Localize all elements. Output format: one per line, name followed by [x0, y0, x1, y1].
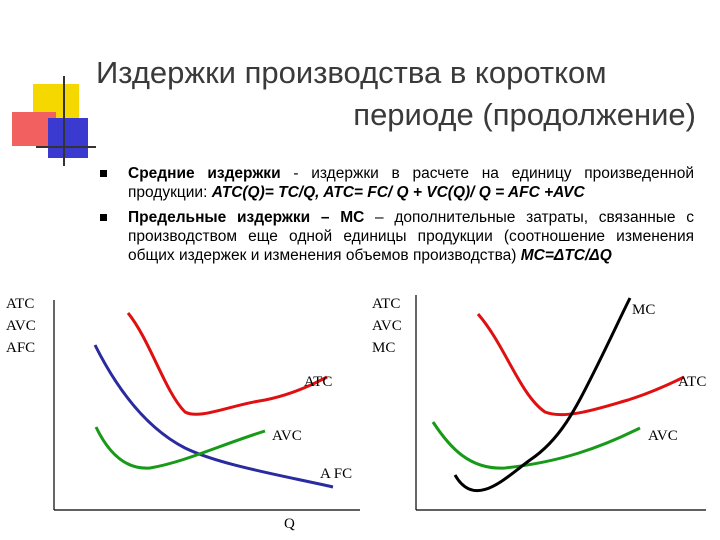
- left-x-label-q: Q: [284, 516, 295, 532]
- bullet-text: - издержки в расчете на единицу произвед…: [128, 165, 695, 201]
- bullet-item-marginal-costs: Предельные издержки – МС – дополнительны…: [100, 208, 694, 265]
- atc-curve-left: [126, 312, 328, 416]
- right-curve-label-avc: AVC: [648, 428, 678, 444]
- left-y-label-atc: ATC: [6, 296, 34, 312]
- right-chart: ATC AVC MC MC ATC AVC: [372, 295, 706, 511]
- left-curve-label-afc: A FC: [320, 466, 352, 482]
- avc-curve-left: [94, 426, 266, 470]
- right-y-label-mc: MC: [372, 340, 395, 356]
- bullet-text: – дополнительные затраты, связанные с пр…: [128, 209, 694, 264]
- bullet-term: Средние издержки: [128, 165, 281, 182]
- left-curve-label-atc: ATC: [304, 374, 332, 390]
- bullet-term: Предельные издержки – МС: [128, 209, 365, 226]
- deco-square-blue: [48, 118, 88, 158]
- right-curve-label-atc: ATC: [678, 374, 706, 390]
- avc-curve-right: [431, 421, 641, 470]
- bullet-icon: [100, 214, 107, 221]
- left-y-label-afc: AFC: [6, 340, 35, 356]
- right-y-label-atc: ATC: [372, 296, 400, 312]
- deco-line-vertical: [63, 76, 65, 166]
- mc-curve: [453, 297, 632, 492]
- right-y-label-avc: AVC: [372, 318, 402, 334]
- slide-title: Издержки производства в коротком периоде…: [96, 52, 696, 136]
- bullet-formula: ATC(Q)= TC/Q, ATC= FC/ Q + VC(Q)/ Q = AF…: [211, 184, 585, 201]
- bullet-item-average-costs: Средние издержки - издержки в расчете на…: [100, 164, 694, 202]
- bullet-icon: [100, 170, 107, 177]
- left-chart: ATC AVC AFC ATC AVC A FC Q: [6, 296, 360, 532]
- title-line-2: периоде (продолжение): [353, 97, 696, 132]
- bullet-formula: MC=ΔTC/ΔQ: [520, 247, 612, 264]
- bullet-list: Средние издержки - издержки в расчете на…: [100, 164, 694, 265]
- title-line-1: Издержки производства в коротком: [96, 55, 607, 90]
- afc-curve: [93, 344, 334, 489]
- atc-curve-right: [476, 313, 685, 417]
- left-curve-label-avc: AVC: [272, 428, 302, 444]
- left-y-label-avc: AVC: [6, 318, 36, 334]
- deco-line-horizontal: [36, 146, 96, 148]
- right-curve-label-mc: MC: [632, 302, 655, 318]
